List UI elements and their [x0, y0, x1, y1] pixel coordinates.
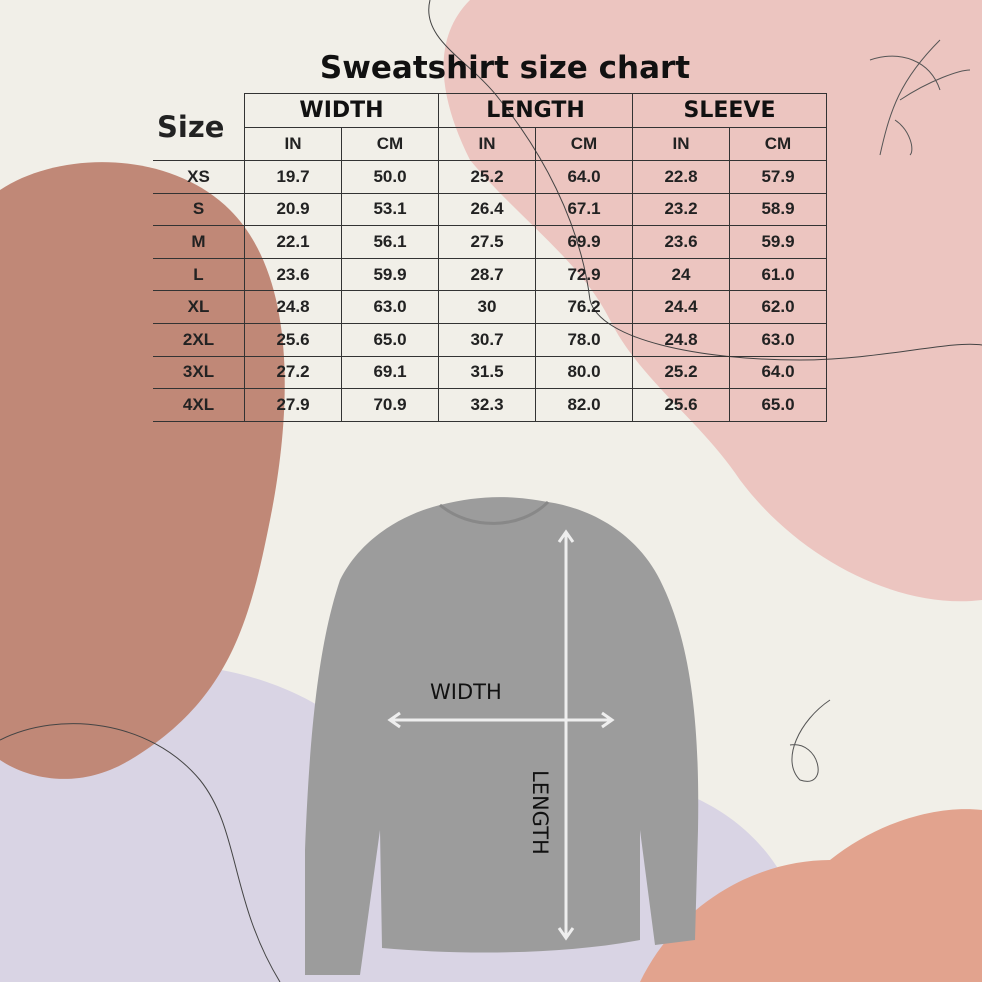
- group-length: LENGTH: [438, 93, 633, 128]
- leaf-doodle: [869, 39, 971, 156]
- measure-cell: 82.0: [535, 388, 633, 422]
- table-row: S 20.9 53.1 26.4 67.1 23.2 58.9: [153, 192, 827, 227]
- size-cell: S: [153, 192, 245, 227]
- measure-cell: 78.0: [535, 322, 633, 357]
- measure-cell: 25.2: [438, 160, 536, 194]
- salmon-blob: [640, 809, 982, 982]
- measure-cell: 50.0: [341, 160, 439, 194]
- size-table: Size WIDTH LENGTH SLEEVE IN CM IN CM IN CM XS…: [153, 93, 827, 422]
- measure-cell: 62.0: [729, 290, 827, 324]
- measure-cell: 23.6: [632, 225, 730, 259]
- length-arrow: [557, 529, 575, 941]
- size-cell: L: [153, 257, 245, 292]
- measure-cell: 32.3: [438, 388, 536, 422]
- measure-cell: 24.8: [244, 290, 342, 324]
- measure-cell: 28.7: [438, 257, 536, 292]
- width-label: WIDTH: [430, 680, 502, 704]
- measure-cell: 30.7: [438, 322, 536, 357]
- width-arrow: [387, 711, 615, 729]
- measure-cell: 76.2: [535, 290, 633, 324]
- table-row: L 23.6 59.9 28.7 72.9 24 61.0: [153, 257, 827, 292]
- size-cell: XS: [153, 160, 245, 194]
- table-row: 4XL 27.9 70.9 32.3 82.0 25.6 65.0: [153, 388, 827, 422]
- unit-header: IN: [632, 127, 730, 161]
- measure-cell: 59.9: [729, 225, 827, 259]
- measure-cell: 27.5: [438, 225, 536, 259]
- group-sleeve: SLEEVE: [632, 93, 827, 128]
- measure-cell: 65.0: [729, 388, 827, 422]
- measure-cell: 64.0: [729, 355, 827, 390]
- measure-cell: 63.0: [341, 290, 439, 324]
- measure-cell: 22.8: [632, 160, 730, 194]
- measure-cell: 53.1: [341, 192, 439, 227]
- unit-header: IN: [438, 127, 536, 161]
- chart-title: Sweatshirt size chart: [319, 50, 691, 86]
- measure-cell: 24.8: [632, 322, 730, 357]
- measure-cell: 59.9: [341, 257, 439, 292]
- measure-cell: 56.1: [341, 225, 439, 259]
- table-row: 2XL 25.6 65.0 30.7 78.0 24.8 63.0: [153, 322, 827, 357]
- measure-cell: 20.9: [244, 192, 342, 227]
- measure-cell: 24: [632, 257, 730, 292]
- unit-header: IN: [244, 127, 342, 161]
- measure-cell: 19.7: [244, 160, 342, 194]
- measure-cell: 65.0: [341, 322, 439, 357]
- measure-cell: 69.9: [535, 225, 633, 259]
- measure-cell: 64.0: [535, 160, 633, 194]
- length-label: LENGTH: [528, 770, 552, 855]
- measure-cell: 70.9: [341, 388, 439, 422]
- table-row: XS 19.7 50.0 25.2 64.0 22.8 57.9: [153, 160, 827, 194]
- measure-cell: 30: [438, 290, 536, 324]
- group-width: WIDTH: [244, 93, 439, 128]
- unit-header: CM: [535, 127, 633, 161]
- measure-cell: 61.0: [729, 257, 827, 292]
- measure-cell: 72.9: [535, 257, 633, 292]
- size-cell: 2XL: [153, 322, 245, 357]
- measure-cell: 25.6: [244, 322, 342, 357]
- measure-cell: 63.0: [729, 322, 827, 357]
- measure-cell: 25.2: [632, 355, 730, 390]
- measure-cell: 31.5: [438, 355, 536, 390]
- measure-cell: 58.9: [729, 192, 827, 227]
- table-row: M 22.1 56.1 27.5 69.9 23.6 59.9: [153, 225, 827, 259]
- size-cell: XL: [153, 290, 245, 324]
- measure-cell: 57.9: [729, 160, 827, 194]
- measure-cell: 67.1: [535, 192, 633, 227]
- table-row: XL 24.8 63.0 30 76.2 24.4 62.0: [153, 290, 827, 324]
- unit-header: CM: [729, 127, 827, 161]
- size-cell: 3XL: [153, 355, 245, 390]
- size-cell: M: [153, 225, 245, 259]
- measure-cell: 69.1: [341, 355, 439, 390]
- measure-cell: 26.4: [438, 192, 536, 227]
- unit-header: CM: [341, 127, 439, 161]
- table-row: 3XL 27.2 69.1 31.5 80.0 25.2 64.0: [153, 355, 827, 390]
- swirl-doodle: [789, 699, 831, 782]
- measure-cell: 80.0: [535, 355, 633, 390]
- sweatshirt-image: [305, 497, 699, 975]
- measure-cell: 23.6: [244, 257, 342, 292]
- measure-cell: 23.2: [632, 192, 730, 227]
- measure-cell: 25.6: [632, 388, 730, 422]
- line-doodle-2: [0, 723, 281, 982]
- size-header: Size: [153, 93, 245, 161]
- size-cell: 4XL: [153, 388, 245, 422]
- measure-cell: 22.1: [244, 225, 342, 259]
- measure-cell: 24.4: [632, 290, 730, 324]
- measure-cell: 27.2: [244, 355, 342, 390]
- measure-cell: 27.9: [244, 388, 342, 422]
